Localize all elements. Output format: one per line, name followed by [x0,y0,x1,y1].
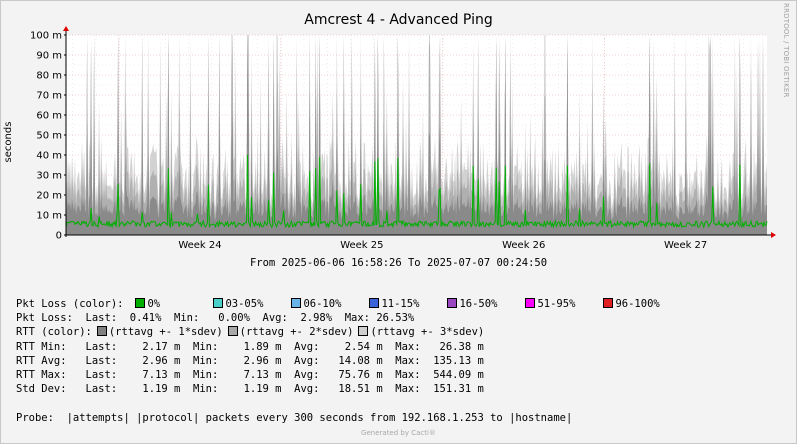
x-tick-labels: Week 24 Week 25 Week 26 Week 27 [178,240,707,251]
probe-info: Probe: |attempts| |protocol| packets eve… [16,411,573,424]
loss-color-item: 0% [135,298,201,310]
rtt-color-label: (rttavg +- 2*sdev) [239,326,354,339]
loss-color-swatch [135,298,146,308]
rtt-color-swatch [358,326,369,337]
y-tick-label: 70 m [36,91,62,102]
loss-color-item: 03-05% [213,298,279,310]
x-tick-label: Week 26 [502,240,545,251]
y-tick-label: 40 m [36,151,62,162]
rtt-color-item: (rttavg +- 3*sdev) [358,326,484,338]
rtt-color-label: RTT (color): [16,326,92,339]
std-dev-stats: Std Dev: Last: 1.19 m Min: 1.19 m Avg: 1… [16,383,484,396]
chart-title: Amcrest 4 - Advanced Ping [304,12,493,28]
loss-color-item: 96-100% [603,298,669,310]
rtt-max-stats: RTT Max: Last: 7.13 m Min: 7.13 m Avg: 7… [16,368,484,381]
y-tick-label: 30 m [36,171,62,182]
x-axis-arrow [771,232,776,238]
loss-color-swatch [447,298,458,308]
y-tick-label: 80 m [36,71,62,82]
loss-color-label: 06-10% [303,298,342,310]
loss-color-swatch [291,298,302,308]
pkt-loss-stats: Pkt Loss: Last: 0.41% Min: 0.00% Avg: 2.… [16,312,415,325]
rtt-min-stats: RTT Min: Last: 2.17 m Min: 1.89 m Avg: 2… [16,340,484,353]
loss-color-row: Pkt Loss (color): 0% 03-05% 06-10% 11-15% 16-… [16,297,669,311]
x-tick-label: Week 27 [664,240,707,251]
y-tick-labels: 0 10 m 20 m 30 m 40 m 50 m 60 m 70 m 80 m 90 m 100… [30,31,66,242]
period-label: From 2025-06-06 16:58:26 To 2025-07-07 0… [249,257,548,269]
chart-svg: 0 10 m 20 m 30 m 40 m 50 m 60 m 70 m 80 m 90 m 100… [30,26,776,251]
loss-color-item: 51-95% [525,298,591,310]
x-tick-label: Week 25 [340,240,383,251]
loss-color-swatch [213,298,224,308]
rtt-color-item: (rttavg +- 1*sdev) [96,326,223,339]
loss-color-label: Pkt Loss (color): [16,298,124,310]
y-tick-label: 0 [56,231,62,242]
loss-color-item: 11-15% [369,298,435,310]
rtt-band-1sdev [66,35,767,235]
loss-color-label: 03-05% [225,298,264,310]
x-tick-label: Week 24 [178,240,221,251]
loss-color-label: 96-100% [615,298,660,310]
y-tick-label: 90 m [36,51,62,62]
loss-color-item: 16-50% [447,298,513,310]
y-tick-label: 10 m [36,211,62,222]
y-axis-arrow [63,26,69,31]
cacti-footer: Generated by Cacti® [361,429,436,437]
rtt-swatches: (rttavg +- 1*sdev) (rttavg +- 2*sdev) (rtt… [92,326,484,338]
rtt-color-swatch [96,326,107,337]
loss-color-label: 0% [147,298,161,310]
rtt-avg-stats: RTT Avg: Last: 2.96 m Min: 2.96 m Avg: 1… [16,354,484,367]
loss-color-swatch [603,298,614,308]
loss-color-label: 16-50% [459,298,498,310]
loss-color-swatch [369,298,380,308]
rtt-color-swatch [227,326,238,337]
y-tick-label: 20 m [36,191,62,202]
y-tick-label: 100 m [30,31,62,42]
rtt-color-label: (rttavg +- 3*sdev) [370,326,485,339]
loss-color-label: 51-95% [537,298,576,310]
rtt-color-row: RTT (color): (rttavg +- 1*sdev) (rttavg +-… [16,325,669,339]
loss-color-label: 11-15% [381,298,420,310]
rtt-band-2sdev [66,35,767,235]
rtt-avg-line [65,154,768,229]
rtt-bands [65,35,768,235]
axes [63,26,776,238]
loss-color-item: 06-10% [291,298,357,310]
y-tick-label: 60 m [36,111,62,122]
y-tick-label: 50 m [36,131,62,142]
loss-swatches: 0% 03-05% 06-10% 11-15% 16-50% 51-95% 96-100% [123,298,669,310]
loss-color-swatch [525,298,536,308]
rtt-color-label: (rttavg +- 1*sdev) [108,326,223,339]
rtt-color-item: (rttavg +- 2*sdev) [227,326,354,339]
legend: Pkt Loss (color): 0% 03-05% 06-10% 11-15% 16-… [16,297,669,425]
